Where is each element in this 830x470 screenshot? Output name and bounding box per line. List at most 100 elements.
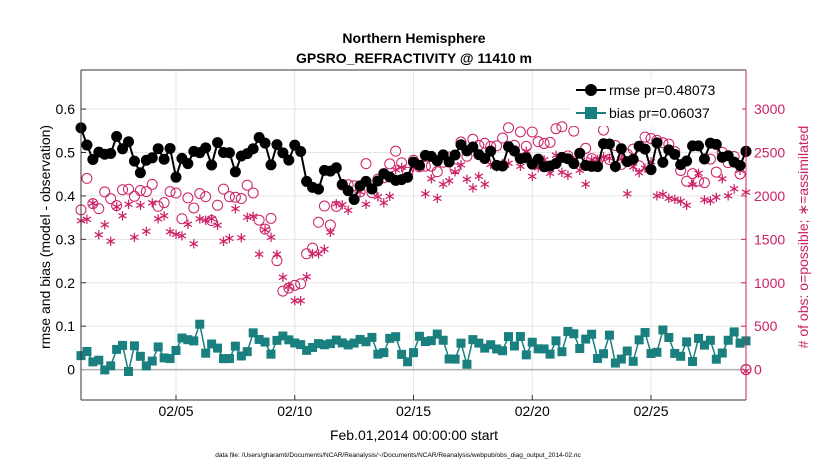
rmse-point-57 [414,160,425,171]
rmse-point-84 [574,148,585,159]
assimilated-obs-marker-58: ∗ [419,186,432,203]
rmse-point-25 [224,147,235,158]
bias-point-8 [124,367,133,376]
rmse-point-21 [200,142,211,153]
y2-axis-label: # of obs: o=possible; ∗=assimilated [795,126,811,349]
rmse-point-97 [651,137,662,148]
chart-subtitle: GPSRO_REFRACTIVITY @ 11410 m [296,50,532,66]
assimilated-obs-marker-4: ∗ [98,216,111,233]
rmse-point-9 [129,156,140,167]
y2-tick-label-4: 2000 [754,188,785,204]
bias-point-88 [599,349,608,358]
rmse-point-6 [111,131,122,142]
bias-point-79 [546,350,555,359]
assimilated-obs-marker-85: ∗ [579,176,592,193]
rmse-point-90 [610,161,621,172]
x-tick-label-1: 02/10 [277,403,312,419]
assimilated-obs-marker-12: ∗ [146,195,159,212]
assimilated-obs-marker-27: ∗ [235,229,248,246]
bias-point-97 [652,348,661,357]
bias-point-25 [225,354,234,363]
bias-point-1 [82,347,91,356]
rmse-point-104 [693,140,704,151]
bias-point-81 [557,347,566,356]
bias-point-32 [267,350,276,359]
rmse-point-37 [295,146,306,157]
assimilated-obs-marker-30: ∗ [253,246,266,263]
bias-point-51 [379,348,388,357]
rmse-point-18 [182,158,193,169]
bias-point-12 [148,357,157,366]
y-tick-label-4: 0.4 [56,188,76,204]
x-tick-label-0: 02/05 [158,403,193,419]
rmse-point-14 [159,154,170,165]
assimilated-obs-marker-1: ∗ [81,211,94,228]
assimilated-obs-marker-5: ∗ [104,233,117,250]
bias-point-55 [403,357,412,366]
bias-point-102 [682,337,691,346]
bias-point-75 [522,350,531,359]
bias-point-23 [213,344,222,353]
bias-point-99 [664,333,673,342]
bias-point-61 [439,336,448,345]
assimilated-obs-marker-48: ∗ [360,196,373,213]
legend: rmse pr=0.48073 bias pr=0.06037 [570,78,742,126]
bias-point-63 [451,355,460,364]
bias-point-65 [462,360,471,369]
bias-point-93 [629,357,638,366]
rmse-point-12 [147,152,158,163]
y-tick-label-6: 0.6 [56,101,76,117]
y-tick-label-0: 0 [67,362,75,378]
x-tick-label-4: 02/25 [633,403,668,419]
bias-point-28 [243,347,252,356]
bias-point-71 [498,346,507,355]
bias-point-49 [367,333,376,342]
rmse-point-87 [592,161,603,172]
assimilated-obs-marker-92: ∗ [621,186,634,203]
rmse-point-5 [105,148,116,159]
bias-point-80 [552,336,561,345]
bias-point-91 [617,355,626,364]
rmse-point-29 [248,143,259,154]
bias-point-92 [623,347,632,356]
assimilated-obs-marker-26: ∗ [229,201,242,218]
bias-point-89 [605,331,614,340]
assimilated-obs-marker-11: ∗ [140,223,153,240]
assimilated-obs-marker-37: ∗ [294,292,307,309]
assimilated-obs-marker-25: ∗ [223,230,236,247]
rmse-point-69 [485,146,496,157]
rmse-point-8 [123,136,134,147]
bias-point-5 [106,361,115,370]
assimilated-obs-marker-18: ∗ [182,216,195,233]
assimilated-obs-marker-8: ∗ [122,196,135,213]
rmse-point-102 [681,156,692,167]
assimilated-obs-marker-108: ∗ [716,171,729,188]
y-tick-label-5: 0.5 [56,145,76,161]
assimilated-obs-marker-10: ∗ [134,197,147,214]
legend-rmse-marker [585,84,597,96]
bias-point-73 [510,341,519,350]
bias-point-64 [457,339,466,348]
bias-point-106 [706,336,715,345]
rmse-point-91 [616,143,627,154]
rmse-point-15 [165,143,176,154]
rmse-point-16 [171,172,182,183]
assimilated-obs-marker-9: ∗ [128,229,141,246]
bias-point-7 [118,341,127,350]
bias-point-15 [166,354,175,363]
rmse-point-83 [568,158,579,169]
rmse-point-22 [206,159,217,170]
rmse-point-93 [628,154,639,165]
assimilated-obs-marker-42: ∗ [324,224,337,241]
y-axis-label: rmse and bias (model - observation) [37,125,53,349]
assimilated-obs-marker-41: ∗ [318,241,331,258]
rmse-point-96 [646,164,657,175]
y2-tick-label-5: 2500 [754,145,785,161]
rmse-point-89 [604,138,615,149]
rmse-point-105 [699,154,710,165]
x-axis-label: Feb.01,2014 00:00:00 start [330,427,498,443]
chart-title: Northern Hemisphere [342,30,485,46]
rmse-point-23 [212,137,223,148]
assimilated-obs-marker-104: ∗ [692,165,705,182]
rmse-point-71 [497,160,508,171]
